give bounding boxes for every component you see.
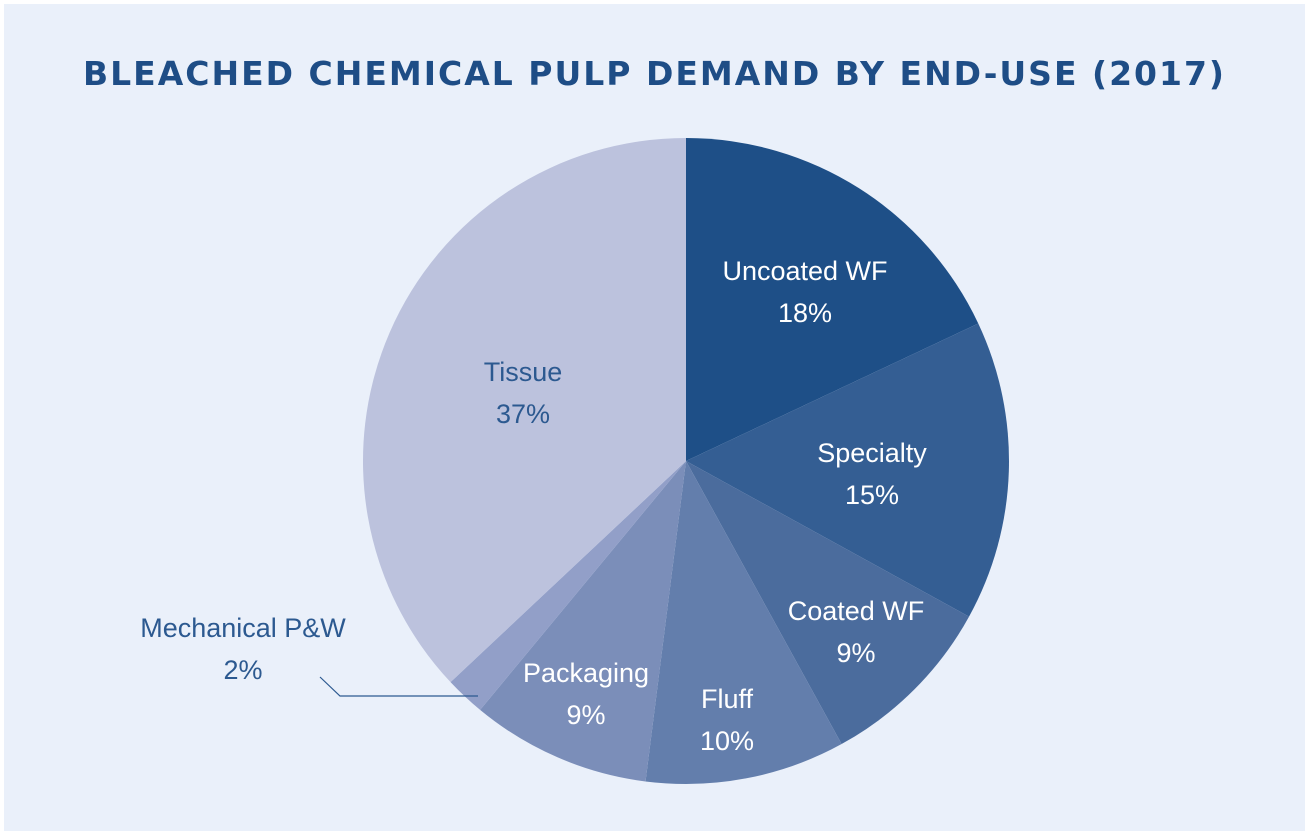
slice-label-fluff: Fluff [701,684,754,714]
slice-value-mechanical-p-w: 2% [223,655,262,685]
slice-value-tissue: 37% [496,399,550,429]
pie-slice-tissue [362,138,686,683]
slice-value-uncoated-wf: 18% [778,298,832,328]
slice-value-fluff: 10% [700,726,754,756]
slice-label-packaging: Packaging [523,658,649,688]
slice-value-specialty: 15% [845,480,899,510]
chart-title: BLEACHED CHEMICAL PULP DEMAND BY END-USE… [83,54,1226,93]
leader-line-mechanical-p-w [319,676,478,697]
pie-slice-uncoated-wf [686,138,979,461]
slice-label-tissue: Tissue [484,357,563,387]
slice-value-coated-wf: 9% [836,638,875,668]
slice-label-uncoated-wf: Uncoated WF [722,256,887,286]
slice-value-packaging: 9% [566,700,605,730]
pie-slice-fluff [645,461,842,784]
pie-slice-specialty [686,323,1010,617]
slice-label-specialty: Specialty [817,438,927,468]
pie-slice-coated-wf [686,461,970,745]
pie-slice-packaging [480,461,686,782]
slice-label-coated-wf: Coated WF [788,596,925,626]
pie-slice-mechanical-p-w [450,461,686,710]
slice-label-mechanical-p-w: Mechanical P&W [140,613,346,643]
